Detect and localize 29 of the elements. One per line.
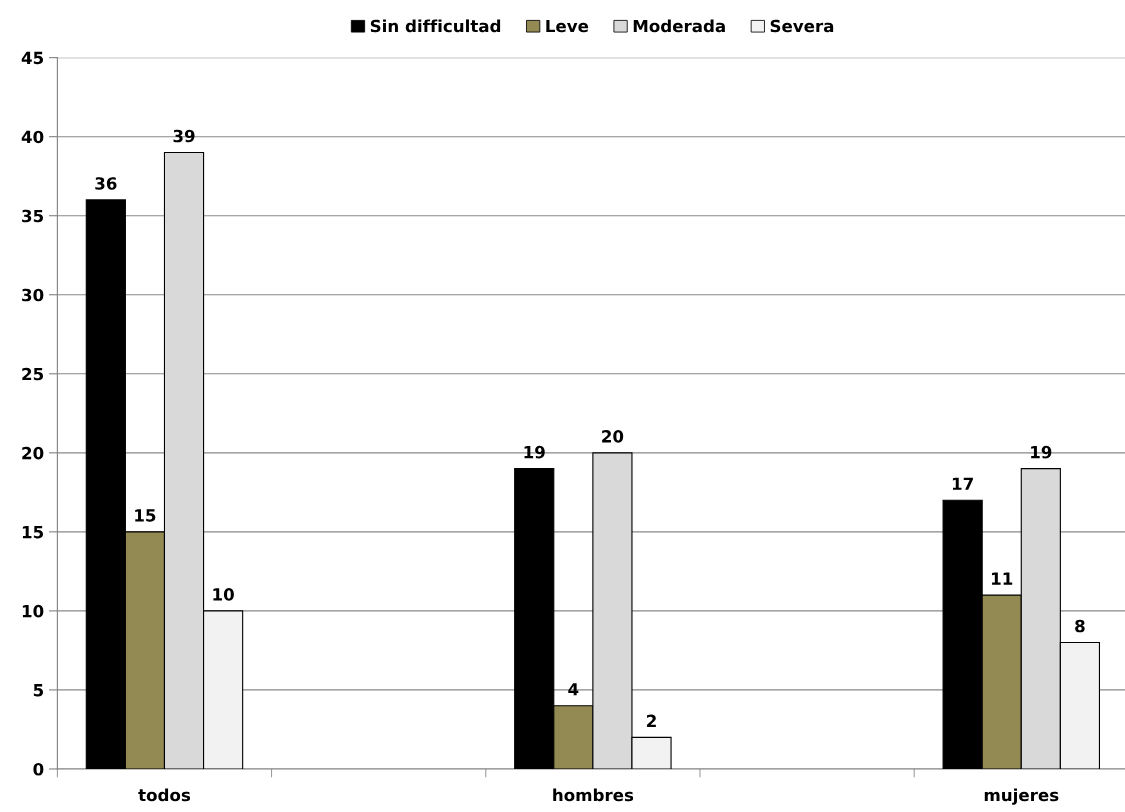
data-label: 4 [568, 683, 579, 696]
data-label: 19 [1031, 445, 1052, 459]
data-label: 39 [173, 129, 195, 143]
x-tick-label: mujeres [984, 788, 1059, 805]
y-tick-label: 30 [22, 288, 44, 302]
legend-label: Leve [546, 19, 589, 33]
data-label: 11 [992, 572, 1013, 585]
legend-label: Moderada [633, 19, 725, 33]
data-label: 15 [135, 509, 156, 522]
y-tick-label: 20 [22, 446, 44, 460]
x-tick-label: hombres [553, 788, 634, 802]
data-label: 2 [647, 714, 656, 727]
y-tick-label: 5 [33, 684, 44, 697]
legend-label: Sin difficultad [370, 19, 501, 33]
y-tick-label: 10 [22, 604, 44, 618]
y-tick-label: 35 [22, 209, 44, 223]
data-label: 10 [213, 588, 234, 601]
y-tick-label: 40 [21, 130, 44, 144]
y-tick-label: 0 [33, 762, 44, 776]
data-label: 20 [602, 430, 624, 443]
y-tick-label: 15 [22, 526, 44, 539]
data-label: 19 [524, 445, 545, 459]
x-tick-label: todos [138, 788, 191, 802]
legend-label: Severa [770, 19, 834, 33]
data-label: 17 [952, 477, 973, 490]
data-label: 8 [1075, 619, 1085, 633]
data-label: 36 [95, 177, 117, 190]
y-tick-label: 45 [21, 51, 44, 65]
y-tick-label: 25 [22, 367, 44, 381]
